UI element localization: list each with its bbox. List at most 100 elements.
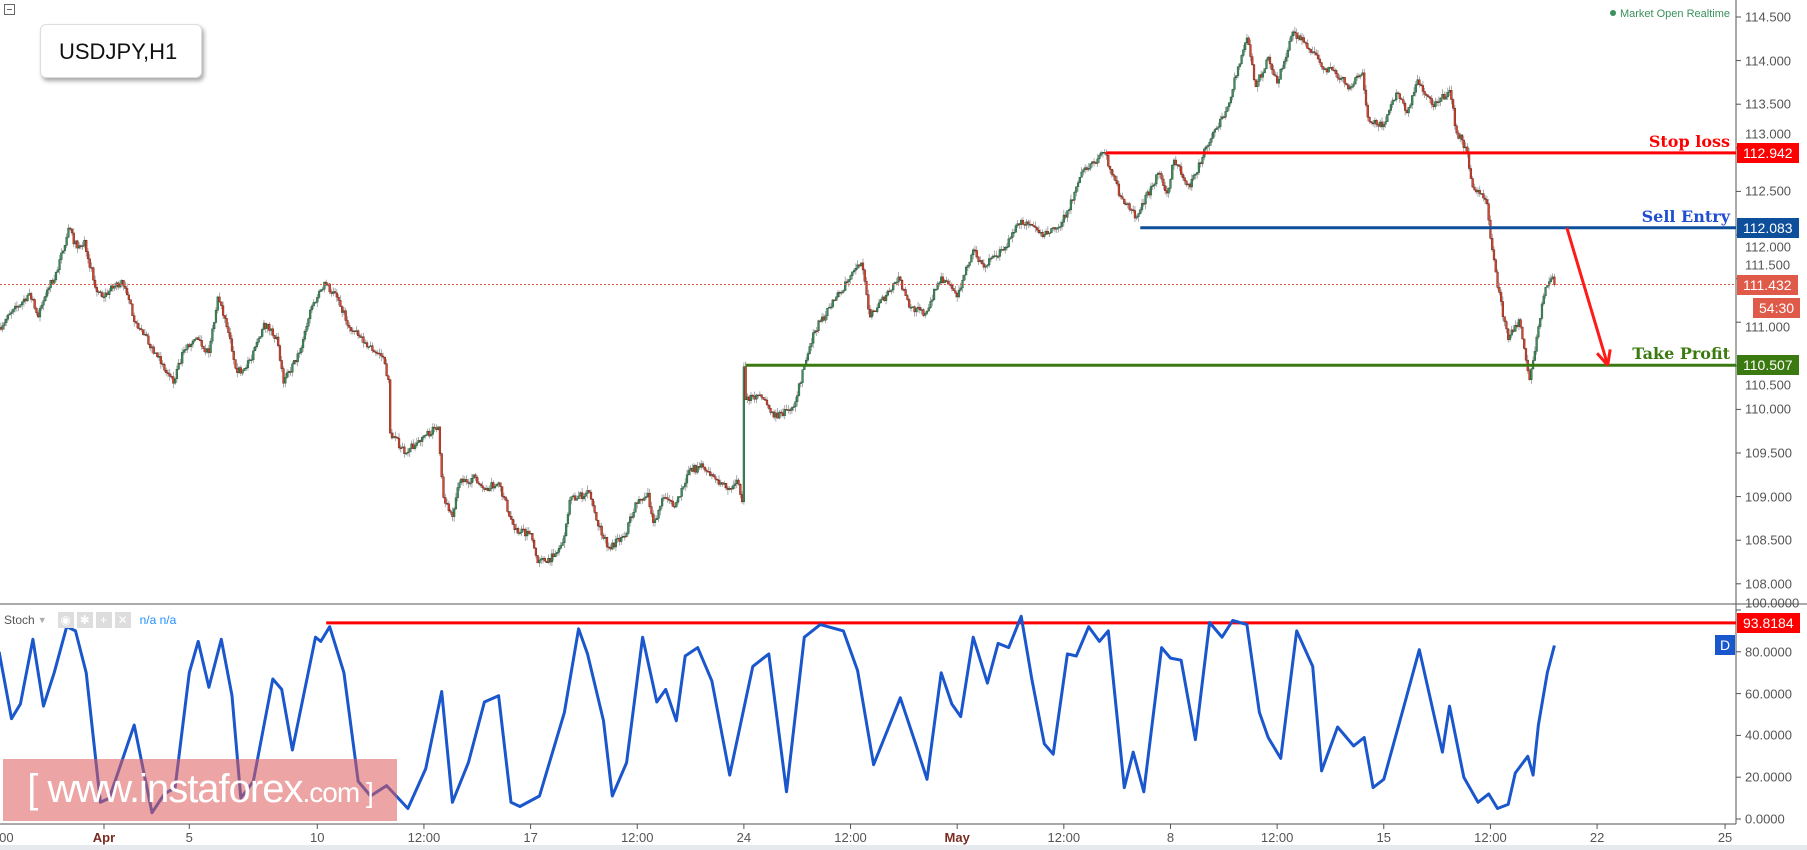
candle-down [465,479,468,483]
candle-down [1199,162,1202,165]
candle-up [1356,75,1359,78]
stoch-name[interactable]: Stoch [4,613,35,627]
candle-down [1428,96,1432,99]
candle-up [355,330,358,332]
candle-down [1313,51,1316,54]
candle-up [469,482,472,485]
candle-up [102,296,106,299]
candle-up [1226,106,1229,112]
candle-up [568,499,571,515]
candle-down [79,245,82,247]
candle-down [703,466,706,471]
chevron-down-icon[interactable]: ▼ [37,615,47,625]
candle-up [927,307,930,312]
eye-icon[interactable]: ◉ [57,612,74,628]
candle-up [21,301,24,305]
candle-down [767,404,770,409]
candle-up [317,291,321,298]
candle-down [788,409,792,411]
price-tick-label: 113.000 [1745,126,1792,142]
candle-up [1332,69,1336,72]
candle-up [687,470,690,475]
candle-up [1012,232,1016,234]
candle-down [552,553,555,557]
candle-up [154,352,157,354]
candle-up [1539,318,1542,327]
bottom-scrollbar[interactable] [0,845,1807,850]
candle-down [707,471,710,473]
close-icon[interactable]: ✕ [114,612,131,628]
gear-icon[interactable]: ✱ [76,612,93,628]
candle-up [1464,146,1467,149]
price-tick-label: 109.500 [1745,445,1792,461]
candle-down [1306,42,1309,49]
candle-up [662,497,665,499]
plus-icon[interactable]: + [95,612,112,628]
candle-up [157,356,161,358]
candle-down [127,294,130,300]
candle-up [625,533,628,537]
time-tick-label: 17 [523,830,538,845]
candle-down [673,505,676,508]
candle-up [261,329,264,337]
candle-up [1039,232,1042,234]
price-tick-label: 112.000 [1745,239,1792,255]
candle-up [1540,303,1544,319]
candle-down [156,352,159,358]
candle-up [314,301,317,304]
candle-up [1233,77,1236,90]
candle-down [385,363,388,377]
candle-up [177,362,180,370]
candle-down [716,478,719,481]
price-tick-label: 112.500 [1745,183,1792,199]
candle-down [1482,193,1485,199]
candle-up [1075,186,1078,193]
candle-up [113,285,116,289]
candle-down [1309,49,1313,53]
candle-down [198,339,202,341]
candle-down [387,375,390,380]
candle-up [309,309,312,319]
candle-up [415,442,418,446]
bar-countdown-tag: 54:30 [1753,297,1801,318]
candle-down [1124,203,1128,205]
collapse-pane-button[interactable] [4,4,15,15]
candle-up [911,306,914,308]
price-tick-label: 108.500 [1745,532,1792,548]
candle-down [330,291,333,294]
time-tick-label: 12:00 [1047,830,1081,845]
candle-down [1553,276,1556,285]
candle-up [1007,238,1010,248]
candle-down [351,330,354,332]
candle-up [1444,96,1448,100]
candle-up [876,307,879,312]
candle-down [913,306,916,313]
candle-down [908,299,911,308]
candle-down [698,466,701,468]
candle-up [963,274,966,281]
candle-up [1224,111,1227,118]
candle-up [1126,203,1129,205]
candle-up [797,383,801,396]
candle-up [293,360,296,365]
candle-down [717,479,721,485]
candle-down [1174,159,1177,165]
candle-up [181,352,184,364]
candle-up [582,496,586,499]
candle-up [856,264,859,269]
candle-up [1043,234,1046,237]
candle-up [547,557,550,563]
candle-up [266,323,269,329]
candle-up [426,431,429,436]
candle-down [1521,326,1524,340]
candle-down [1114,175,1117,181]
candle-down [1498,287,1501,293]
candle-down [232,350,235,360]
candle-up [1028,224,1032,226]
candle-down [780,411,783,414]
candle-up [938,282,941,284]
candle-up [1238,63,1241,67]
candle-up [1146,191,1149,196]
arrow-head [1595,352,1609,367]
